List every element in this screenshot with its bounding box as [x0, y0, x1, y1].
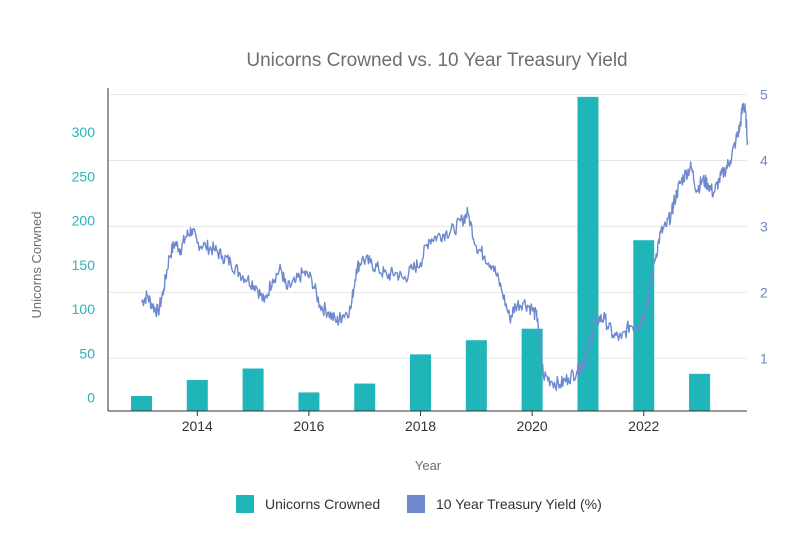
legend-swatch-unicorns — [236, 495, 254, 513]
bar-2020 — [521, 328, 543, 411]
bar-2022 — [633, 240, 655, 411]
x-tick-2018: 2018 — [405, 418, 436, 434]
y-left-tick-50: 50 — [79, 345, 95, 361]
bar-2013 — [130, 395, 152, 411]
bar-series — [130, 96, 711, 412]
y-left-tick-150: 150 — [72, 257, 96, 273]
y-left-axis-label: Unicorns Corwned — [29, 212, 44, 319]
y-right-tick-5: 5 — [760, 87, 768, 103]
y-right-tick-labels: 1 2 3 4 5 — [760, 87, 768, 367]
line-series — [141, 102, 749, 392]
bar-2016 — [298, 392, 320, 411]
bar-2023 — [689, 373, 711, 411]
legend-label-unicorns: Unicorns Crowned — [265, 496, 380, 512]
bar-2014 — [186, 380, 208, 411]
legend-label-treasury: 10 Year Treasury Yield (%) — [436, 496, 602, 512]
chart-title: Unicorns Crowned vs. 10 Year Treasury Yi… — [246, 50, 627, 71]
y-left-tick-250: 250 — [72, 168, 96, 184]
y-left-tick-labels: 0 50 100 150 200 250 300 — [72, 124, 96, 405]
x-axis-label: Year — [415, 458, 442, 473]
x-tick-2014: 2014 — [182, 418, 213, 434]
bar-2015 — [242, 368, 264, 411]
y-left-tick-100: 100 — [72, 301, 96, 317]
y-right-tick-3: 3 — [760, 218, 768, 234]
bar-2018 — [410, 354, 432, 411]
bar-2021 — [577, 96, 599, 412]
x-tick-2022: 2022 — [628, 418, 659, 434]
y-left-tick-200: 200 — [72, 213, 96, 229]
bar-2017 — [354, 383, 376, 411]
bar-2019 — [465, 340, 487, 411]
y-right-tick-4: 4 — [760, 153, 768, 169]
y-left-tick-300: 300 — [72, 124, 96, 140]
x-tick-2020: 2020 — [517, 418, 548, 434]
x-tick-labels: 2014 2016 2018 2020 2022 — [182, 411, 660, 434]
y-right-tick-2: 2 — [760, 284, 768, 300]
legend: Unicorns Crowned 10 Year Treasury Yield … — [236, 495, 602, 513]
y-left-tick-0: 0 — [87, 390, 95, 406]
legend-swatch-treasury — [407, 495, 425, 513]
x-tick-2016: 2016 — [293, 418, 324, 434]
y-right-tick-1: 1 — [760, 350, 768, 366]
treasury-yield-line — [141, 102, 749, 392]
